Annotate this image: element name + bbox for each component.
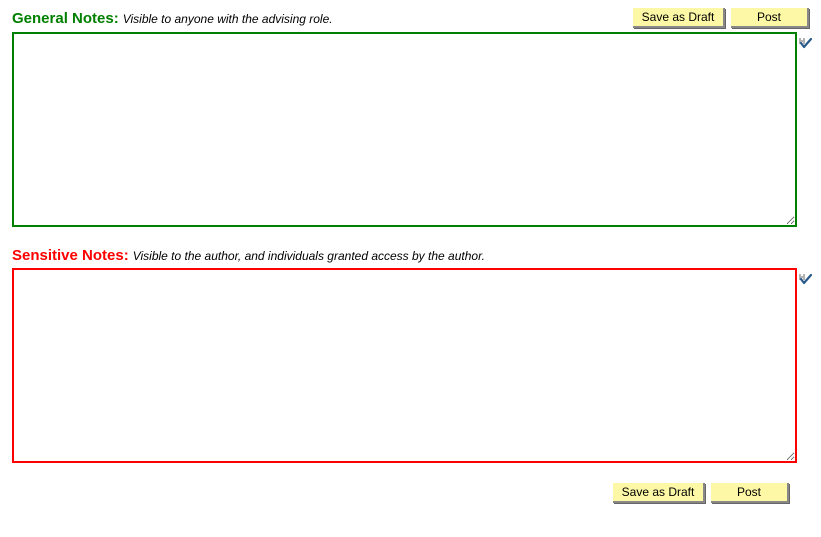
general-notes-title: General Notes: [12,10,119,27]
spellcheck-icon[interactable] [797,271,813,287]
general-textarea-wrap [12,32,809,227]
general-notes-header: General Notes: Visible to anyone with th… [12,8,809,28]
spellcheck-icon[interactable] [797,35,813,51]
save-draft-button-top[interactable]: Save as Draft [633,8,725,28]
sensitive-header-left: Sensitive Notes: Visible to the author, … [12,247,485,264]
post-button-bottom[interactable]: Post [711,483,789,503]
sensitive-notes-description: Visible to the author, and individuals g… [133,249,485,263]
save-draft-button-bottom[interactable]: Save as Draft [613,483,705,503]
top-button-row: Save as Draft Post [633,8,809,28]
general-notes-description: Visible to anyone with the advising role… [123,12,333,26]
sensitive-section: Sensitive Notes: Visible to the author, … [12,247,809,463]
sensitive-notes-header: Sensitive Notes: Visible to the author, … [12,247,809,264]
general-header-left: General Notes: Visible to anyone with th… [12,10,333,27]
sensitive-textarea-wrap [12,268,809,463]
post-button-top[interactable]: Post [731,8,809,28]
sensitive-notes-title: Sensitive Notes: [12,247,129,264]
bottom-button-row: Save as Draft Post [12,483,809,503]
sensitive-notes-textarea[interactable] [12,268,797,463]
general-notes-textarea[interactable] [12,32,797,227]
